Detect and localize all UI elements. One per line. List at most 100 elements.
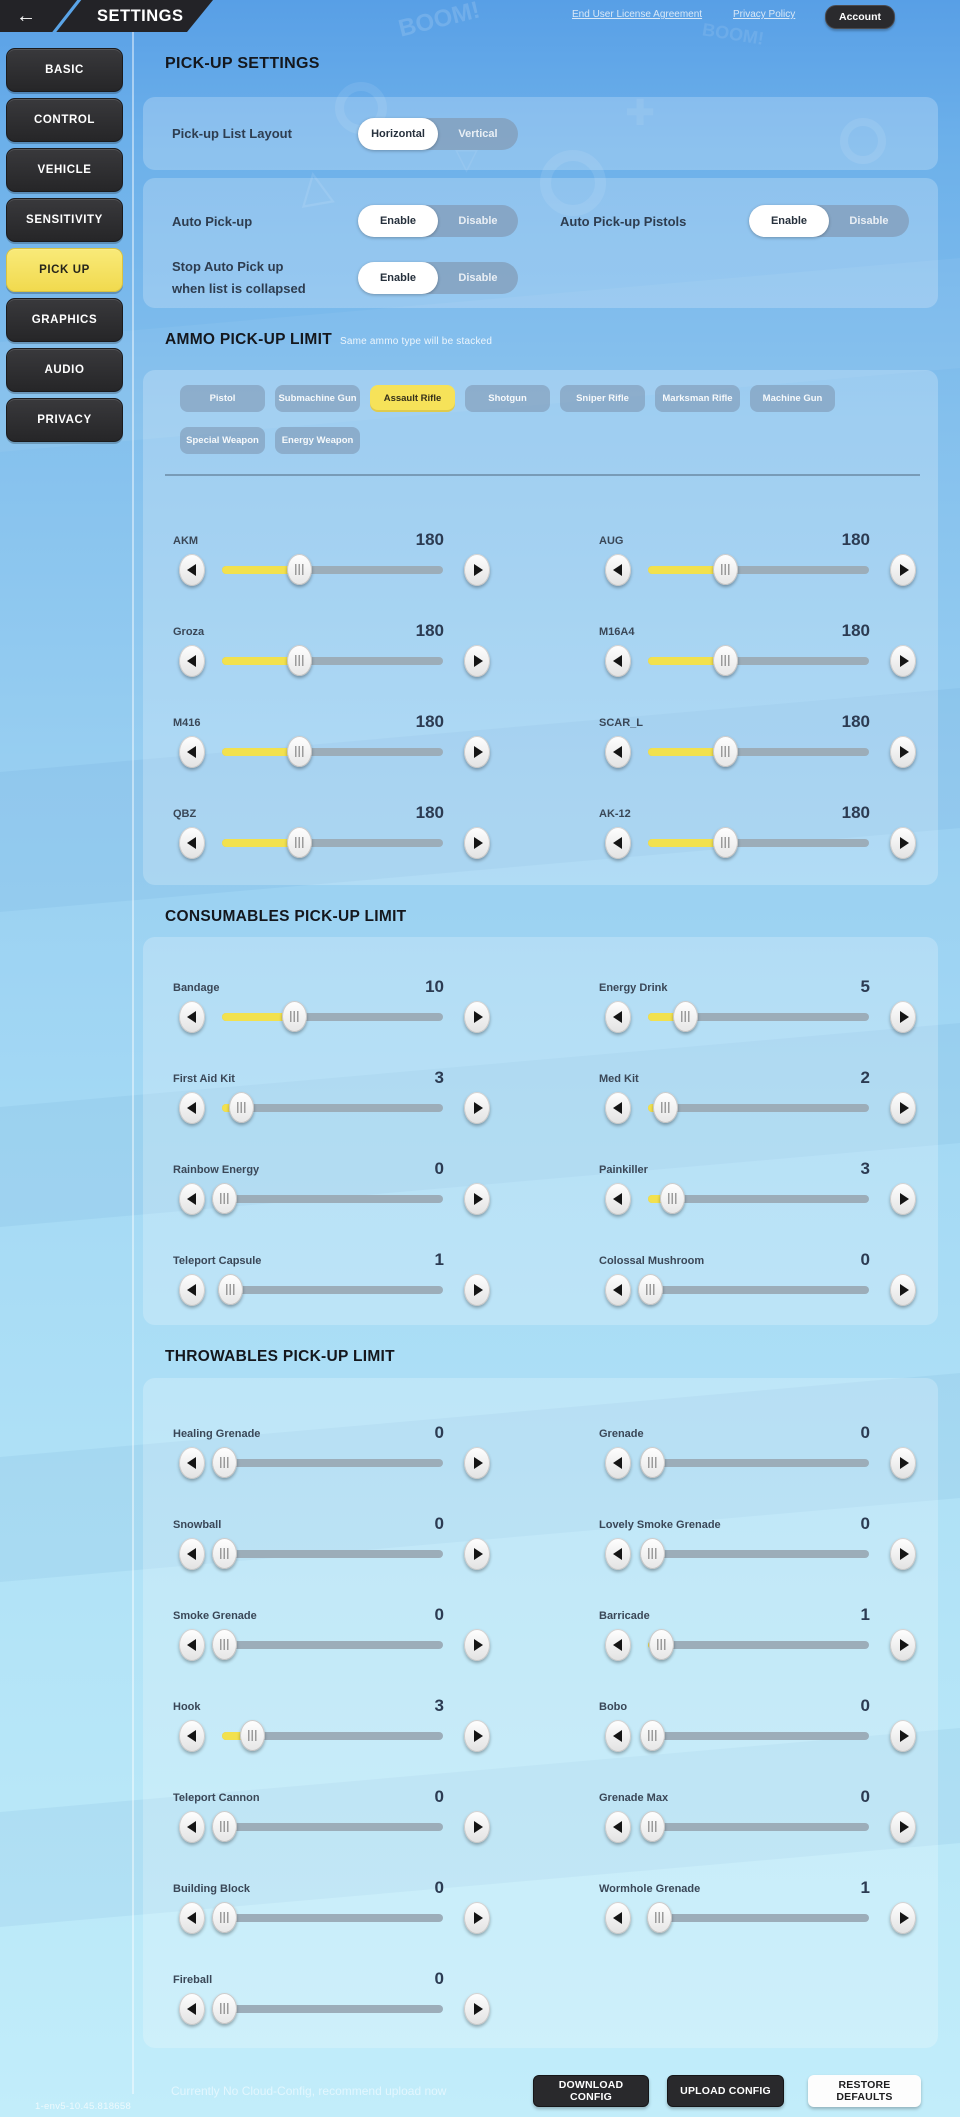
slider-track[interactable]: [222, 1092, 443, 1123]
sidebar-item-graphics[interactable]: GRAPHICS: [6, 298, 123, 342]
increase-button[interactable]: [464, 1993, 490, 2025]
slider-track[interactable]: [211, 1902, 443, 1933]
increase-button[interactable]: [890, 554, 916, 586]
sidebar-item-audio[interactable]: AUDIO: [6, 348, 123, 392]
toggle-option-enable[interactable]: Enable: [358, 205, 438, 237]
sidebar-item-pick-up[interactable]: PICK UP: [6, 248, 123, 292]
tab-sniper-rifle[interactable]: Sniper Rifle: [560, 385, 645, 412]
increase-button[interactable]: [464, 1001, 490, 1033]
tab-energy-weapon[interactable]: Energy Weapon: [275, 427, 360, 454]
slider-track[interactable]: [648, 827, 869, 858]
slider-thumb[interactable]: [211, 1447, 237, 1478]
increase-button[interactable]: [464, 1902, 490, 1934]
slider-track[interactable]: [648, 554, 869, 585]
decrease-button[interactable]: [179, 827, 205, 859]
slider-track[interactable]: [639, 1538, 869, 1569]
decrease-button[interactable]: [179, 1183, 205, 1215]
slider-track[interactable]: [222, 554, 443, 585]
decrease-button[interactable]: [179, 1092, 205, 1124]
increase-button[interactable]: [464, 554, 490, 586]
sidebar-item-basic[interactable]: BASIC: [6, 48, 123, 92]
increase-button[interactable]: [890, 1447, 916, 1479]
sidebar-item-sensitivity[interactable]: SENSITIVITY: [6, 198, 123, 242]
slider-thumb[interactable]: [646, 1902, 672, 1933]
slider-track[interactable]: [646, 1902, 869, 1933]
slider-thumb[interactable]: [286, 554, 312, 585]
tab-assault-rifle[interactable]: Assault Rifle: [370, 385, 455, 412]
decrease-button[interactable]: [605, 1538, 631, 1570]
slider-track[interactable]: [211, 1811, 443, 1842]
decrease-button[interactable]: [605, 1629, 631, 1661]
increase-button[interactable]: [890, 1538, 916, 1570]
sidebar-item-control[interactable]: CONTROL: [6, 98, 123, 142]
slider-thumb[interactable]: [286, 736, 312, 767]
toggle-option-disable[interactable]: Disable: [849, 215, 889, 227]
decrease-button[interactable]: [605, 1811, 631, 1843]
slider-track[interactable]: [222, 1001, 443, 1032]
slider-track[interactable]: [648, 1183, 869, 1214]
decrease-button[interactable]: [179, 1720, 205, 1752]
decrease-button[interactable]: [605, 1274, 631, 1306]
slider-thumb[interactable]: [712, 736, 738, 767]
slider-thumb[interactable]: [211, 1538, 237, 1569]
slider-thumb[interactable]: [229, 1092, 255, 1123]
sidebar-item-privacy[interactable]: PRIVACY: [6, 398, 123, 442]
slider-track[interactable]: [222, 736, 443, 767]
decrease-button[interactable]: [179, 1629, 205, 1661]
slider-track[interactable]: [648, 1001, 869, 1032]
increase-button[interactable]: [890, 1720, 916, 1752]
decrease-button[interactable]: [179, 1538, 205, 1570]
tab-pistol[interactable]: Pistol: [180, 385, 265, 412]
toggle-option-disable[interactable]: Disable: [458, 272, 498, 284]
increase-button[interactable]: [464, 1538, 490, 1570]
increase-button[interactable]: [890, 736, 916, 768]
increase-button[interactable]: [890, 1092, 916, 1124]
slider-thumb[interactable]: [211, 1902, 237, 1933]
slider-track[interactable]: [211, 1993, 443, 2024]
increase-button[interactable]: [890, 827, 916, 859]
increase-button[interactable]: [464, 1183, 490, 1215]
decrease-button[interactable]: [605, 1183, 631, 1215]
decrease-button[interactable]: [179, 736, 205, 768]
slider-thumb[interactable]: [659, 1183, 685, 1214]
increase-button[interactable]: [464, 1811, 490, 1843]
restore-defaults-button[interactable]: RESTORE DEFAULTS: [808, 2075, 921, 2107]
slider-track[interactable]: [211, 1183, 443, 1214]
increase-button[interactable]: [464, 645, 490, 677]
slider-thumb[interactable]: [637, 1274, 663, 1305]
decrease-button[interactable]: [605, 1001, 631, 1033]
decrease-button[interactable]: [605, 827, 631, 859]
slider-thumb[interactable]: [282, 1001, 308, 1032]
increase-button[interactable]: [890, 1183, 916, 1215]
toggle-option-enable[interactable]: Enable: [749, 205, 829, 237]
upload-config-button[interactable]: UPLOAD CONFIG: [667, 2075, 784, 2107]
slider-track[interactable]: [218, 1274, 443, 1305]
slider-track[interactable]: [639, 1447, 869, 1478]
slider-track[interactable]: [637, 1274, 869, 1305]
decrease-button[interactable]: [605, 1902, 631, 1934]
slider-track[interactable]: [222, 1720, 443, 1751]
slider-thumb[interactable]: [653, 1092, 679, 1123]
slider-thumb[interactable]: [712, 827, 738, 858]
decrease-button[interactable]: [179, 554, 205, 586]
increase-button[interactable]: [464, 1629, 490, 1661]
decrease-button[interactable]: [179, 1447, 205, 1479]
slider-thumb[interactable]: [211, 1183, 237, 1214]
tab-machine-gun[interactable]: Machine Gun: [750, 385, 835, 412]
decrease-button[interactable]: [179, 1001, 205, 1033]
increase-button[interactable]: [464, 736, 490, 768]
slider-track[interactable]: [222, 827, 443, 858]
slider-thumb[interactable]: [712, 554, 738, 585]
decrease-button[interactable]: [179, 1274, 205, 1306]
slider-thumb[interactable]: [639, 1447, 665, 1478]
increase-button[interactable]: [890, 1811, 916, 1843]
decrease-button[interactable]: [179, 1902, 205, 1934]
slider-track[interactable]: [648, 645, 869, 676]
decrease-button[interactable]: [605, 554, 631, 586]
increase-button[interactable]: [464, 1447, 490, 1479]
decrease-button[interactable]: [179, 1993, 205, 2025]
decrease-button[interactable]: [605, 1092, 631, 1124]
tab-marksman-rifle[interactable]: Marksman Rifle: [655, 385, 740, 412]
slider-track[interactable]: [222, 645, 443, 676]
toggle-option-vertical[interactable]: Vertical: [458, 127, 498, 140]
